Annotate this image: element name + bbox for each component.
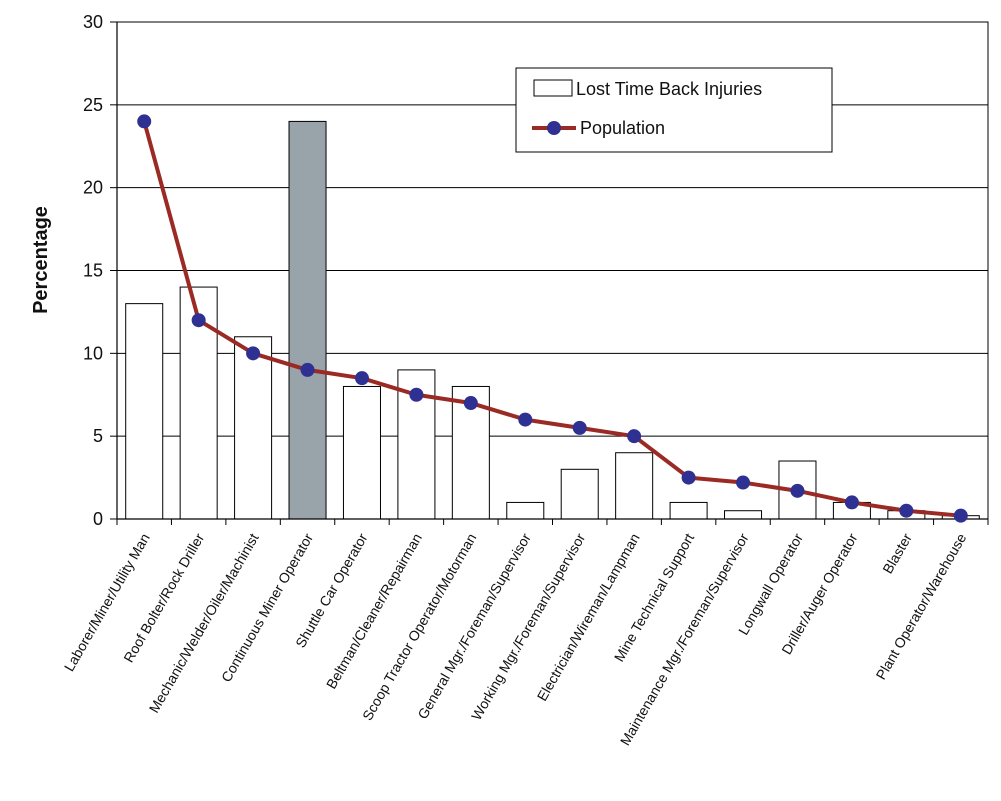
population-point-1 [137, 114, 152, 129]
bar-1 [125, 303, 164, 520]
x-tick-label: Beltman/Cleaner/Repairman [323, 531, 425, 692]
population-point-8 [518, 412, 533, 427]
axes [110, 21, 989, 525]
y-tick-label: 15 [83, 261, 103, 281]
population-point-7 [463, 396, 478, 411]
bar-9 [560, 468, 599, 520]
bar-12 [724, 510, 763, 520]
bar-4 [288, 120, 327, 520]
bar-10 [615, 452, 654, 520]
y-tick-label: 25 [83, 95, 103, 115]
population-point-14 [844, 495, 859, 510]
x-tick-label: Mechanic/Welder/Oiler/Machinist [146, 530, 262, 715]
bar-8 [506, 501, 545, 520]
y-tick-labels: 0 5 10 15 20 25 30 [83, 12, 103, 529]
bar-5 [342, 385, 381, 520]
y-axis-label: Percentage [30, 206, 52, 314]
y-tick-label: 20 [83, 178, 103, 198]
bar-3 [234, 336, 273, 520]
bar-11 [669, 501, 708, 520]
population-point-3 [246, 346, 261, 361]
bars [125, 120, 980, 520]
population-point-12 [736, 475, 751, 490]
population-point-5 [354, 371, 369, 386]
population-point-10 [627, 429, 642, 444]
population-point-6 [409, 387, 424, 402]
population-point-15 [899, 503, 914, 518]
population-line-group [137, 114, 968, 523]
population-point-16 [953, 508, 968, 523]
y-tick-label: 5 [93, 426, 103, 446]
legend-label-injuries: Lost Time Back Injuries [576, 79, 762, 99]
y-tick-label: 30 [83, 12, 103, 32]
x-tick-label: General Mgr./Foreman/Supervisor [414, 530, 534, 722]
legend: Lost Time Back Injuries Population [515, 67, 833, 153]
x-tick-label: Scoop Tractor Operator/Motorman [359, 531, 479, 724]
population-point-2 [191, 313, 206, 328]
population-point-9 [572, 420, 587, 435]
population-point-4 [300, 362, 315, 377]
population-point-13 [790, 483, 805, 498]
x-tick-label: Continuous Miner Operator [218, 530, 316, 685]
legend-label-population: Population [580, 118, 665, 138]
legend-swatch-population-marker [547, 121, 561, 135]
population-point-11 [681, 470, 696, 485]
x-tick-label: Electrician/Wireman/Lampman [534, 531, 643, 704]
x-tick-label: Blaster [879, 530, 915, 576]
x-tick-label: Working Mgr./Foreman/Supervisor [468, 530, 588, 723]
y-tick-label: 0 [93, 509, 103, 529]
legend-swatch-injuries [533, 79, 573, 97]
population-line [142, 120, 961, 518]
y-tick-label: 10 [83, 343, 103, 363]
